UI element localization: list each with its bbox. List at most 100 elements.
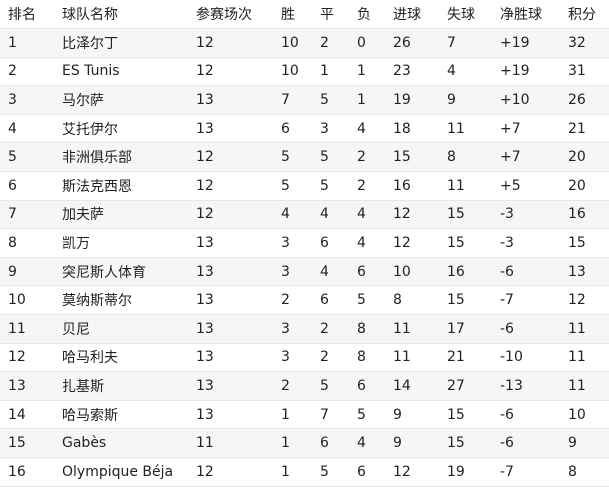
table-cell: 4	[312, 257, 349, 287]
table-cell: 8	[560, 457, 609, 487]
table-cell: 10	[0, 285, 54, 316]
table-cell: 7	[312, 400, 349, 430]
table-cell: 16	[385, 171, 439, 201]
table-cell: 11	[439, 114, 492, 144]
table-cell: 26	[560, 85, 609, 115]
table-cell: 11	[560, 343, 609, 373]
header-cell: 进球	[385, 0, 439, 30]
table-cell: 6	[349, 371, 385, 401]
table-cell: 1	[349, 85, 385, 115]
table-cell: -10	[492, 343, 560, 373]
table-cell: 13	[188, 314, 273, 344]
table-cell: 3	[312, 114, 349, 144]
table-cell: 3	[273, 228, 312, 258]
table-cell: 31	[560, 57, 609, 87]
table-cell: 18	[385, 114, 439, 144]
table-cell: -13	[492, 371, 560, 401]
table-cell: 12	[188, 457, 273, 487]
table-cell: 5	[312, 171, 349, 201]
table-cell: 4	[439, 57, 492, 87]
table-cell: 2	[273, 371, 312, 401]
table-cell: +7	[492, 114, 560, 144]
table-cell: 艾托伊尔	[54, 114, 188, 144]
table-cell: 凯万	[54, 228, 188, 258]
table-cell: 5	[312, 457, 349, 487]
table-cell: 1	[273, 400, 312, 430]
table-cell: 13	[188, 257, 273, 287]
table-cell: 11	[0, 314, 54, 344]
table-cell: 突尼斯人体育	[54, 257, 188, 287]
table-cell: +7	[492, 142, 560, 173]
table-row: 7 加夫萨 12 4 4 4 12 15 -3 16	[0, 200, 609, 230]
table-cell: 27	[439, 371, 492, 401]
table-row: 1 比泽尔丁 12 10 2 0 26 7 +19 32	[0, 28, 609, 58]
table-cell: Gabès	[54, 428, 188, 458]
table-cell: 2	[349, 142, 385, 173]
table-cell: 斯法克西恩	[54, 171, 188, 201]
table-cell: 5	[349, 285, 385, 316]
table-cell: 15	[439, 200, 492, 230]
table-cell: 20	[560, 142, 609, 173]
table-cell: 13	[188, 114, 273, 144]
table-cell: 5	[0, 142, 54, 173]
table-cell: 10	[385, 257, 439, 287]
table-cell: -6	[492, 314, 560, 344]
table-cell: 12	[385, 457, 439, 487]
table-cell: 6	[349, 457, 385, 487]
table-cell: +19	[492, 28, 560, 58]
table-cell: 非洲俱乐部	[54, 142, 188, 173]
table-row: 11 贝尼 13 3 2 8 11 17 -6 11	[0, 314, 609, 344]
header-cell: 平	[312, 0, 349, 30]
table-cell: 0	[349, 28, 385, 58]
table-cell: 4	[349, 114, 385, 144]
table-cell: 4	[349, 200, 385, 230]
table-cell: 16	[0, 457, 54, 487]
table-cell: 12	[188, 57, 273, 87]
table-cell: 12	[188, 28, 273, 58]
table-cell: 12	[0, 343, 54, 373]
table-cell: 7	[439, 28, 492, 58]
table-cell: 贝尼	[54, 314, 188, 344]
table-cell: 17	[439, 314, 492, 344]
table-cell: 5	[312, 85, 349, 115]
table-cell: 26	[385, 28, 439, 58]
table-row: 3 马尔萨 13 7 5 1 19 9 +10 26	[0, 85, 609, 115]
table-row: 9 突尼斯人体育 13 3 4 6 10 16 -6 13	[0, 257, 609, 287]
table-cell: 1	[349, 57, 385, 87]
table-cell: 9	[560, 428, 609, 458]
header-cell: 失球	[439, 0, 492, 30]
table-cell: 6	[312, 428, 349, 458]
table-cell: 15	[439, 428, 492, 458]
table-cell: 1	[312, 57, 349, 87]
table-cell: 8	[385, 285, 439, 316]
table-cell: 13	[188, 343, 273, 373]
table-row: 6 斯法克西恩 12 5 5 2 16 11 +5 20	[0, 171, 609, 201]
table-cell: 13	[188, 85, 273, 115]
table-cell: 8	[349, 314, 385, 344]
table-cell: 9	[0, 257, 54, 287]
table-cell: 12	[188, 171, 273, 201]
table-row: 13 扎基斯 13 2 5 6 14 27 -13 11	[0, 371, 609, 401]
header-cell: 球队名称	[54, 0, 188, 30]
table-cell: 哈马利夫	[54, 343, 188, 373]
table-cell: 14	[0, 400, 54, 430]
table-cell: 15	[0, 428, 54, 458]
table-cell: 6	[312, 285, 349, 316]
table-cell: +5	[492, 171, 560, 201]
table-cell: 11	[385, 343, 439, 373]
table-row: 2 ES Tunis 12 10 1 1 23 4 +19 31	[0, 57, 609, 87]
header-row: 排名 球队名称 参赛场次胜平负进球 失球 净胜球 积分	[0, 0, 609, 30]
table-cell: 2	[312, 314, 349, 344]
table-row: 5 非洲俱乐部 12 5 5 2 15 8 +7 20	[0, 142, 609, 173]
header-cell: 胜	[273, 0, 312, 30]
table-row: 12 哈马利夫 13 3 2 8 11 21 -10 11	[0, 343, 609, 373]
table-cell: 15	[439, 285, 492, 316]
table-body: 1 比泽尔丁 12 10 2 0 26 7 +19 32 2 ES Tunis 12 10 1 1 23 4 +19…	[0, 28, 609, 487]
table-cell: -6	[492, 428, 560, 458]
table-cell: 4	[349, 428, 385, 458]
table-cell: 8	[349, 343, 385, 373]
table-cell: 12	[188, 200, 273, 230]
table-cell: -6	[492, 400, 560, 430]
table-cell: 2	[273, 285, 312, 316]
